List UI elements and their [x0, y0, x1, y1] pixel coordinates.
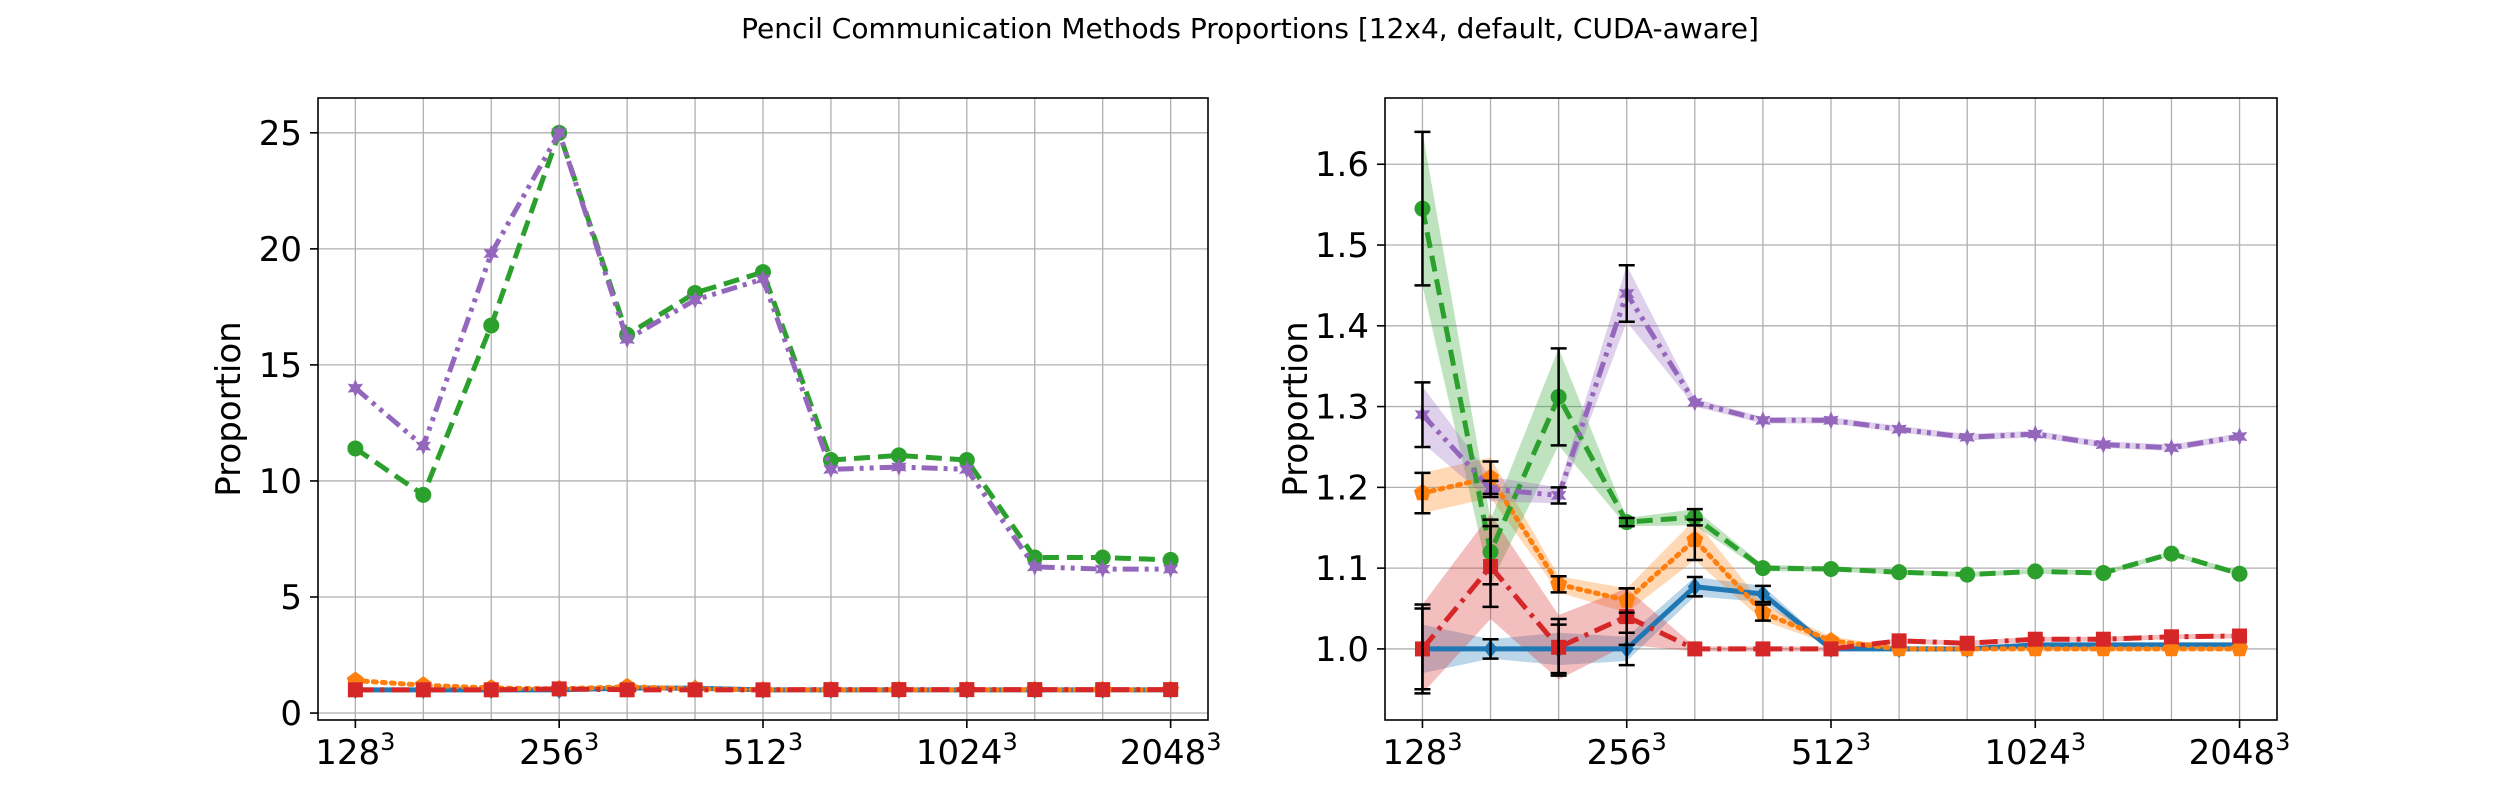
series-4-point [551, 681, 567, 697]
series-5-point [1823, 411, 1839, 430]
series-3-point [483, 317, 500, 334]
x-tick-label: 5123 [723, 728, 803, 773]
y-axis-label: Proportion [209, 321, 249, 496]
series-5-point [551, 123, 567, 142]
y-tick-label: 1.1 [1315, 549, 1369, 589]
y-tick-label: 1.3 [1315, 388, 1369, 428]
series-5-point [755, 270, 771, 289]
series-4-point [1163, 682, 1179, 698]
series-4-point [891, 682, 907, 698]
y-tick-label: 1.0 [1315, 630, 1369, 670]
y-tick-label: 1.5 [1315, 226, 1369, 266]
x-tick-label: 10243 [916, 728, 1018, 773]
series-2-point [2230, 639, 2249, 657]
series-5-point [1094, 560, 1111, 579]
series-3-spread-band [1422, 131, 2240, 585]
x-tick-label: 2563 [1587, 728, 1667, 773]
y-tick-label: 1.6 [1315, 145, 1369, 185]
series-5-point [415, 437, 432, 456]
y-axis-label: Proportion [1276, 321, 1316, 496]
series-3-point [2095, 564, 2112, 581]
right-chart-panel: 1.0 1.1 1.2 1.3 1.4 1.5 1.6 1283 2563 5123 10243 20… [1276, 97, 2291, 773]
series-4-point [483, 682, 499, 698]
series-3-point [958, 452, 975, 469]
series-5-point [823, 460, 839, 479]
series-4-point [755, 682, 771, 698]
y-tick-label: 25 [259, 114, 302, 154]
x-tick-label: 1283 [1382, 728, 1462, 773]
series-4-point [1095, 682, 1111, 698]
series-4-point [2027, 631, 2043, 647]
figure-title: Pencil Communication Methods Proportions… [741, 12, 1759, 45]
series-5-point [1026, 557, 1043, 576]
series-5-point [2231, 427, 2248, 446]
y-tick-label: 0 [280, 694, 302, 734]
series-5-point [347, 379, 364, 398]
series-5-point [1755, 411, 1771, 430]
series-4-point [687, 682, 703, 698]
x-tick-label: 10243 [1984, 728, 2086, 773]
series-5-point [1891, 420, 1907, 439]
series-4-point [1687, 641, 1703, 657]
left-chart-panel: 0 5 10 15 20 25 1283 2563 5123 10243 20483 Proporti… [209, 97, 1222, 773]
series-3-point [1959, 566, 1976, 583]
series-4-point [1755, 641, 1771, 657]
series-3-point [1094, 549, 1111, 566]
series-5-point [2027, 425, 2044, 444]
y-tick-label: 1.2 [1315, 468, 1369, 508]
series-5-point [891, 458, 907, 477]
series-5-point [2095, 435, 2112, 454]
series-4-point [2163, 629, 2179, 645]
series-3-point [822, 452, 839, 469]
series-3-point [1754, 560, 1771, 577]
series-4-point [959, 682, 975, 698]
series-3-point [415, 486, 432, 503]
series-4-point [1823, 641, 1839, 657]
series-3-point [1162, 551, 1179, 568]
series-5-point [1687, 393, 1703, 412]
series-4-point [823, 682, 839, 698]
series-5-spread-band [1422, 265, 2240, 504]
x-tick-label: 2563 [519, 728, 599, 773]
x-tick-label: 5123 [1791, 728, 1871, 773]
series-3-point [2163, 545, 2180, 562]
series-3-point [2027, 563, 2044, 580]
series-4-point [2095, 631, 2111, 647]
series-5-point [2163, 438, 2180, 457]
series-3-point [1891, 564, 1908, 581]
series-3-point [347, 440, 364, 457]
series-4-point [1027, 682, 1043, 698]
y-tick-label: 15 [259, 346, 302, 386]
series-4-point [1891, 633, 1907, 649]
series-3-point [1026, 549, 1043, 566]
y-tick-label: 1.4 [1315, 307, 1369, 347]
y-tick-label: 10 [259, 462, 302, 502]
series-5-point [483, 244, 500, 263]
series-4-point [415, 682, 431, 698]
series-5-point [619, 330, 635, 349]
series-5-point [959, 460, 975, 479]
series-4-point [619, 682, 635, 698]
x-tick-label: 20483 [2189, 728, 2291, 773]
series-5-point [687, 290, 703, 309]
series-4-point [1959, 635, 1975, 651]
x-tick-label: 20483 [1120, 728, 1222, 773]
series-4-point [347, 682, 363, 698]
y-tick-label: 20 [259, 230, 302, 270]
y-tick-label: 5 [280, 578, 302, 618]
series-3-point [890, 447, 907, 464]
x-tick-label: 1283 [315, 728, 395, 773]
series-3-point [1823, 560, 1839, 577]
series-5-point [1959, 428, 1975, 447]
series-4-point [2232, 628, 2248, 644]
series-5-point [1162, 560, 1179, 579]
series-3-point [2231, 565, 2248, 582]
